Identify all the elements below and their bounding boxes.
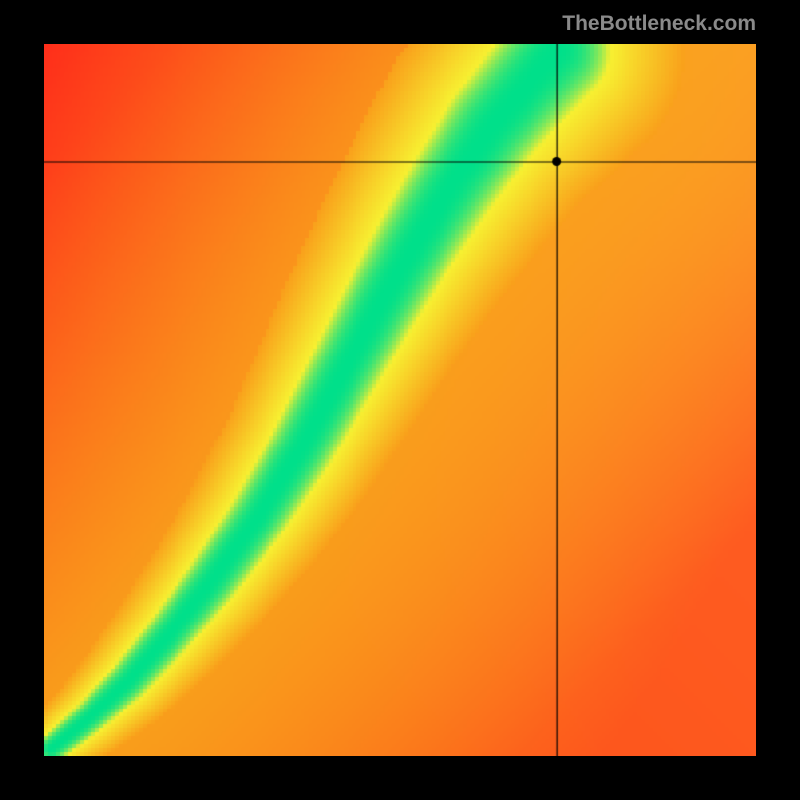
chart-container: TheBottleneck.com: [0, 0, 800, 800]
watermark-text: TheBottleneck.com: [562, 12, 756, 36]
bottleneck-heatmap: [44, 44, 756, 756]
